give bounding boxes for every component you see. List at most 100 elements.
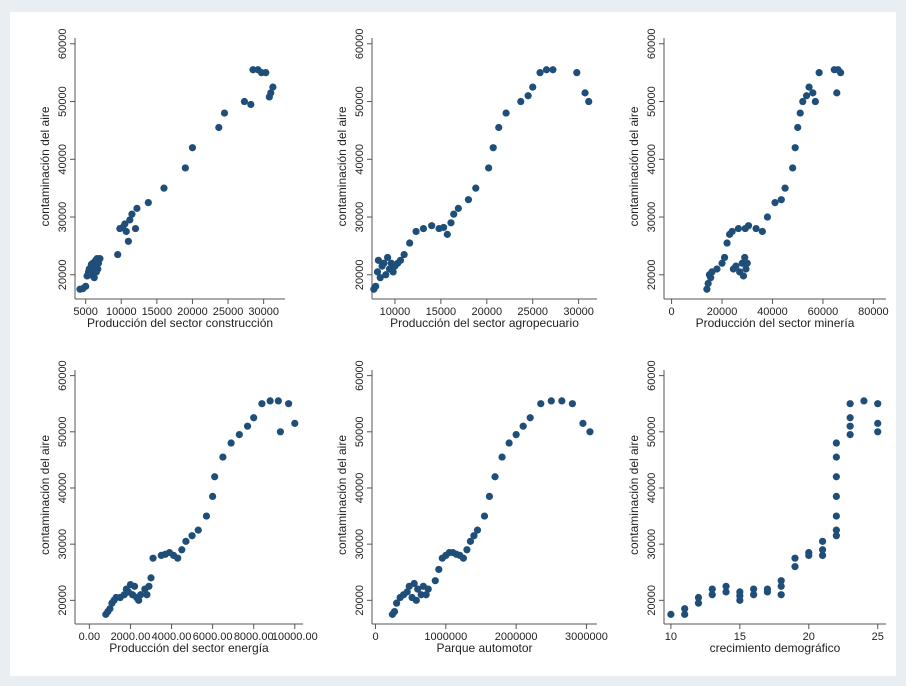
- y-tick-label: 40000: [646, 144, 658, 175]
- scatter-panel-4: 20000 30000 40000 50000 60000 0.00 2000.00 4000…: [38, 360, 318, 655]
- data-point: [581, 89, 589, 97]
- x-tick-label: 20000: [177, 306, 208, 318]
- data-point: [742, 265, 750, 273]
- data-point: [718, 259, 726, 267]
- data-point: [485, 164, 493, 172]
- data-point: [791, 144, 799, 152]
- y-axis-title: contaminación del aire: [38, 106, 52, 226]
- data-point: [414, 585, 422, 593]
- data-point: [291, 419, 299, 427]
- data-point: [708, 591, 716, 599]
- y-tick-label: 40000: [57, 144, 69, 175]
- data-point: [435, 565, 443, 574]
- y-tick-label: 30000: [646, 529, 658, 560]
- data-point: [417, 591, 425, 599]
- data-point: [410, 579, 418, 588]
- data-point: [777, 591, 785, 599]
- scatter-panel-5: 20000 30000 40000 50000 60000 0 1000000 2000000…: [335, 360, 608, 655]
- data-point: [470, 532, 478, 540]
- data-point: [586, 428, 594, 436]
- data-point: [805, 83, 813, 91]
- y-tick-label: 20000: [57, 259, 69, 290]
- data-point: [128, 210, 136, 218]
- data-point: [466, 537, 475, 545]
- data-point: [512, 431, 520, 439]
- x-tick-label: 25000: [517, 306, 548, 318]
- y-tick-label: 50000: [57, 86, 69, 117]
- x-tick-label: 2000000: [495, 631, 538, 643]
- data-point: [480, 512, 489, 520]
- data-point: [763, 585, 772, 593]
- data-point: [491, 473, 499, 481]
- data-point: [114, 250, 122, 259]
- data-point: [188, 144, 197, 152]
- data-point: [431, 577, 439, 585]
- data-point: [463, 546, 471, 554]
- data-point: [763, 213, 772, 221]
- data-point: [82, 282, 90, 290]
- data-point: [396, 256, 405, 264]
- data-point: [211, 473, 219, 481]
- y-tick-label: 20000: [646, 585, 658, 616]
- data-point: [558, 397, 566, 405]
- data-point: [789, 164, 797, 172]
- data-point: [144, 198, 152, 207]
- data-point: [106, 605, 114, 613]
- x-tick-label: 10000: [380, 306, 411, 318]
- x-axis-title: Producción del sector agropecuario: [390, 316, 579, 330]
- data-point: [832, 526, 840, 534]
- y-tick-label: 20000: [57, 585, 69, 616]
- data-point: [736, 588, 744, 596]
- x-tick-label: 30000: [563, 306, 594, 318]
- data-point: [874, 419, 882, 427]
- data-point: [547, 397, 555, 405]
- data-point: [227, 439, 235, 447]
- y-tick-label: 60000: [646, 360, 658, 391]
- data-point: [874, 428, 882, 436]
- data-point: [846, 400, 854, 408]
- y-axis-title: contaminación del aire: [38, 435, 52, 555]
- data-point: [732, 262, 740, 270]
- data-point: [424, 585, 432, 593]
- x-axis-title: Parque automotor: [436, 641, 532, 655]
- x-axis-title: Producción del sector construcción: [87, 316, 273, 330]
- x-tick-label: 5000: [73, 306, 97, 318]
- data-point: [502, 109, 510, 117]
- data-point: [818, 546, 827, 554]
- data-point: [247, 100, 255, 109]
- data-point: [681, 610, 689, 618]
- data-point: [741, 253, 749, 262]
- x-tick-label: 1000000: [424, 631, 467, 643]
- data-point: [262, 69, 270, 77]
- data-point: [131, 224, 140, 233]
- data-point: [372, 282, 380, 290]
- data-point: [542, 66, 551, 74]
- data-point: [94, 265, 102, 273]
- data-point: [143, 591, 151, 599]
- x-tick-label: 3000000: [565, 631, 608, 643]
- data-point: [519, 422, 527, 430]
- y-tick-label: 50000: [646, 86, 658, 117]
- data-point: [194, 526, 202, 534]
- data-point: [258, 400, 266, 408]
- data-point: [174, 554, 182, 562]
- data-point: [267, 89, 275, 97]
- y-tick-label: 60000: [646, 28, 658, 59]
- data-point: [799, 97, 807, 106]
- data-point: [836, 69, 845, 77]
- data-point: [723, 239, 731, 247]
- data-point: [832, 532, 840, 540]
- data-point: [96, 255, 104, 263]
- data-point: [495, 123, 503, 132]
- x-tick-label: 4000.00: [152, 631, 192, 643]
- data-point: [90, 274, 98, 282]
- data-point: [708, 585, 716, 593]
- data-point: [149, 554, 157, 562]
- data-point: [585, 97, 593, 106]
- data-point: [874, 400, 882, 408]
- data-point: [860, 397, 868, 405]
- data-point: [505, 439, 513, 447]
- data-point: [794, 123, 802, 132]
- data-point: [832, 439, 840, 447]
